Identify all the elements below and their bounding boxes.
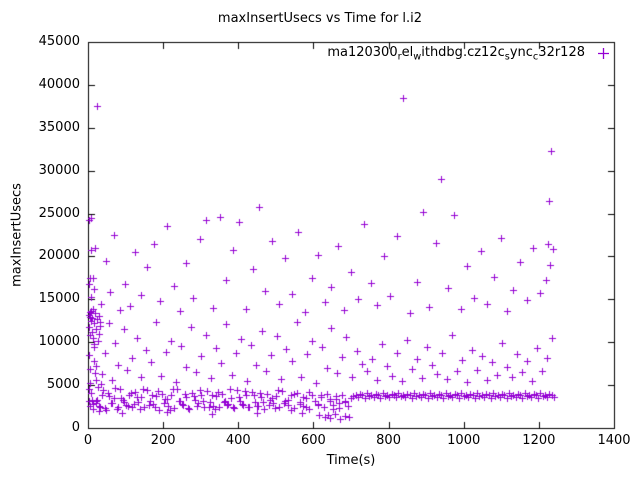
- x-tick-label: 800: [376, 433, 401, 448]
- y-tick-label: 45000: [38, 34, 80, 49]
- y-tick-label: 10000: [38, 334, 80, 350]
- y-tick-label: 0: [71, 420, 80, 435]
- y-tick-label: 35000: [38, 119, 80, 135]
- y-tick-label: 30000: [38, 162, 80, 178]
- legend: ma120300relwithdbg.cz12csyncc32r128: [327, 45, 610, 63]
- legend-plus-marker-icon: [598, 48, 609, 60]
- x-tick-label: 1000: [447, 433, 481, 448]
- y-axis-label: maxInsertUsecs: [9, 183, 25, 287]
- x-tick-label: 1400: [597, 433, 631, 448]
- x-tick-label: 0: [83, 433, 93, 448]
- chart-title: maxInsertUsecs vs Time for l.i2: [217, 11, 423, 26]
- y-tick-label: 15000: [38, 291, 80, 307]
- x-tick-label: 200: [150, 433, 176, 448]
- y-tick-label: 5000: [46, 377, 80, 393]
- x-tick-label: 1200: [522, 433, 556, 448]
- y-tick-label: 40000: [38, 76, 80, 92]
- x-axis-label: Time(s): [326, 453, 376, 468]
- legend-series-label: ma120300relwithdbg.cz12csyncc32r128: [327, 45, 585, 63]
- y-tick-label: 20000: [38, 248, 80, 264]
- y-tick-label: 25000: [38, 205, 80, 221]
- x-tick-label: 400: [225, 433, 251, 448]
- x-tick-label: 600: [301, 433, 326, 448]
